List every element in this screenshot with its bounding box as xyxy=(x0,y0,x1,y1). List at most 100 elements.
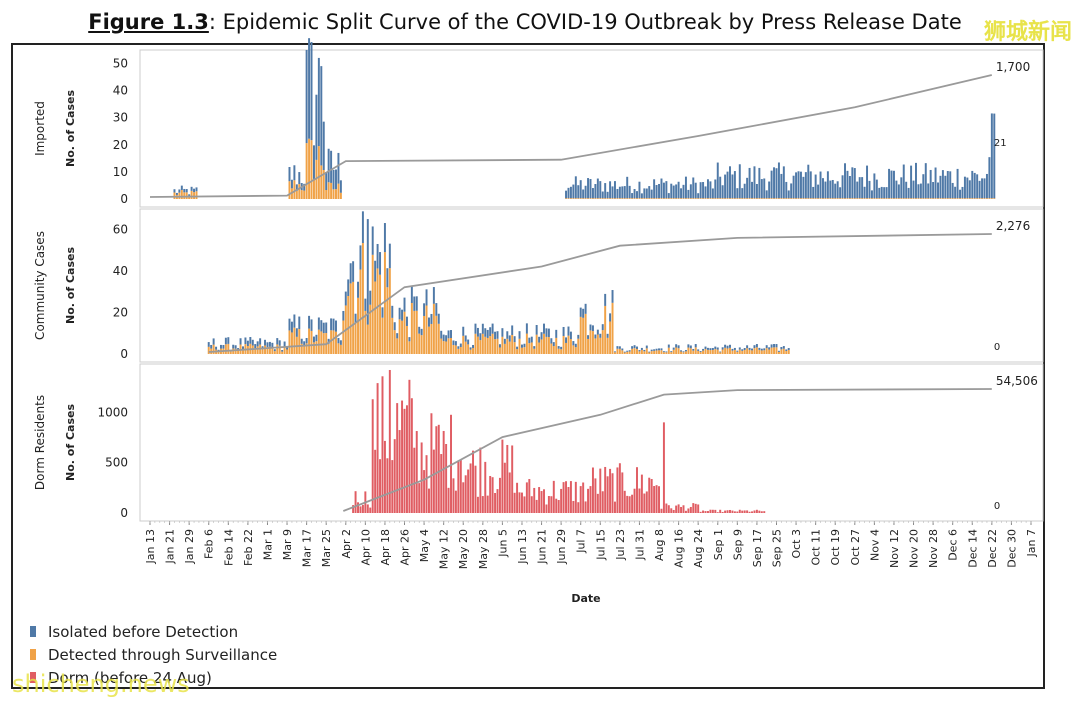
panel-1-bar-isolated xyxy=(763,348,766,351)
panel-0-bar-surveillance xyxy=(822,198,824,199)
panel-0-ylabel: No. of Cases xyxy=(64,90,77,167)
panel-1-bar-isolated xyxy=(687,344,690,348)
panel-1-bar-isolated xyxy=(540,332,543,340)
panel-1-bar-surveillance xyxy=(498,347,501,354)
panel-2-bar-dorm xyxy=(545,504,548,513)
panel-1-bar-isolated xyxy=(530,336,533,343)
panel-1-bar-isolated xyxy=(729,344,731,348)
panel-0-bar-surveillance xyxy=(180,190,183,199)
panel-2-bar-dorm xyxy=(479,447,482,513)
panel-1-bar-surveillance xyxy=(787,350,790,354)
panel-0-bar-surveillance xyxy=(863,198,866,199)
panel-0-bar-surveillance xyxy=(941,198,944,199)
panel-0-bar-surveillance xyxy=(298,184,301,199)
panel-1-bar-isolated xyxy=(516,346,519,350)
panel-1-bar-surveillance xyxy=(352,281,355,354)
panel-0-bar-isolated xyxy=(924,163,927,199)
panel-1-bar-isolated xyxy=(599,333,602,338)
panel-1-bar-surveillance xyxy=(782,348,785,354)
panel-1-bar-isolated xyxy=(491,323,494,334)
panel-2-bar-dorm xyxy=(665,503,668,513)
panel-2-bar-dorm xyxy=(618,463,621,513)
panel-0-bar-isolated xyxy=(577,185,580,199)
panel-0-bar-isolated xyxy=(293,165,296,181)
panel-1-bar-surveillance xyxy=(227,343,230,354)
legend-item-surveillance: Detected through Surveillance xyxy=(30,643,277,666)
panel-1-bar-surveillance xyxy=(648,352,651,354)
panel-2-bar-dorm xyxy=(741,510,744,513)
panel-1-bar-isolated xyxy=(543,323,545,334)
panel-2-bar-dorm xyxy=(489,475,492,513)
panel-2-bar-dorm xyxy=(388,369,391,513)
panel-1-bar-surveillance xyxy=(413,310,416,354)
panel-2-bar-dorm xyxy=(557,500,560,513)
panel-1-bar-isolated xyxy=(577,334,580,339)
panel-1-bar-isolated xyxy=(704,346,707,350)
panel-1-bar-isolated xyxy=(682,351,685,353)
panel-0-bar-surveillance xyxy=(288,181,291,199)
panel-1-bar-surveillance xyxy=(462,335,465,354)
panel-1-bar-isolated xyxy=(626,350,629,352)
panel-1-bar-isolated xyxy=(486,329,489,338)
panel-1-bar-isolated xyxy=(694,344,697,348)
panel-0-bar-isolated xyxy=(907,187,910,199)
panel-1-bar-isolated xyxy=(300,338,303,344)
panel-0-bar-isolated xyxy=(650,189,653,199)
panel-2-bar-dorm xyxy=(374,449,377,513)
panel-1-bar-isolated xyxy=(266,342,269,347)
panel-0-bar-surveillance xyxy=(322,170,325,199)
panel-1-bar-surveillance xyxy=(476,336,479,354)
panel-1-bar-isolated xyxy=(268,341,271,347)
panel-1-bar-surveillance xyxy=(724,347,727,354)
panel-2-bar-dorm xyxy=(719,509,722,513)
panel-0-bar-surveillance xyxy=(312,178,315,199)
panel-1-bar-surveillance xyxy=(567,335,570,354)
panel-1-bar-surveillance xyxy=(452,344,455,354)
panel-0-bar-isolated xyxy=(330,150,333,183)
panel-1-bar-isolated xyxy=(555,329,558,338)
panel-1-bar-isolated xyxy=(467,339,470,345)
panel-1-bar-isolated xyxy=(383,223,386,253)
panel-2-bar-dorm xyxy=(410,398,413,513)
panel-0-bar-surveillance xyxy=(724,198,727,199)
panel-0-bar-surveillance xyxy=(890,198,893,199)
panel-1-bar-surveillance xyxy=(675,347,678,354)
panel-1-bar-surveillance xyxy=(298,329,301,354)
panel-0-bar-isolated xyxy=(868,180,871,199)
panel-0-bar-isolated xyxy=(765,190,768,199)
panel-0-bar-surveillance xyxy=(670,198,673,199)
panel-1-bar-isolated xyxy=(706,347,709,350)
panel-0-bar-isolated xyxy=(322,121,325,170)
panel-1-bar-isolated xyxy=(579,307,582,317)
panel-1-bar-isolated xyxy=(423,303,426,316)
panel-1-bar-isolated xyxy=(447,330,450,339)
panel-2-bar-dorm xyxy=(432,449,435,513)
panel-1-bar-isolated xyxy=(298,316,301,330)
panel-1-bar-isolated xyxy=(393,322,396,331)
panel-1-bar-surveillance xyxy=(557,348,560,354)
panel-1-bar-surveillance xyxy=(207,346,210,354)
panel-0-bar-surveillance xyxy=(907,198,910,199)
panel-1-bar-surveillance xyxy=(613,352,616,354)
panel-2-bar-dorm xyxy=(631,494,634,513)
panel-0-bar-surveillance xyxy=(956,198,959,199)
panel-0-bar-isolated xyxy=(591,188,594,199)
panel-1-bar-surveillance xyxy=(335,331,337,354)
panel-1-bar-isolated xyxy=(207,342,210,347)
panel-0-bar-isolated xyxy=(885,187,888,199)
panel-0-bar-isolated xyxy=(746,177,749,199)
panel-1-bar-surveillance xyxy=(616,348,619,354)
panel-0-bar-surveillance xyxy=(665,198,668,199)
panel-2-bar-dorm xyxy=(645,491,648,513)
panel-1-bar-isolated xyxy=(281,350,284,352)
xtick-label-5: Feb 22 xyxy=(242,529,255,566)
panel-0-bar-surveillance xyxy=(993,198,996,199)
panel-2-bar-dorm xyxy=(352,505,355,513)
panel-0-bar-surveillance xyxy=(733,198,736,199)
panel-0-bar-isolated xyxy=(175,192,178,195)
panel-1-bar-isolated xyxy=(591,325,594,332)
panel-2-bar-dorm xyxy=(464,475,467,513)
panel-1-bar-surveillance xyxy=(332,330,335,354)
panel-0-bar-surveillance xyxy=(684,198,687,199)
panel-0-bar-isolated xyxy=(785,181,788,199)
